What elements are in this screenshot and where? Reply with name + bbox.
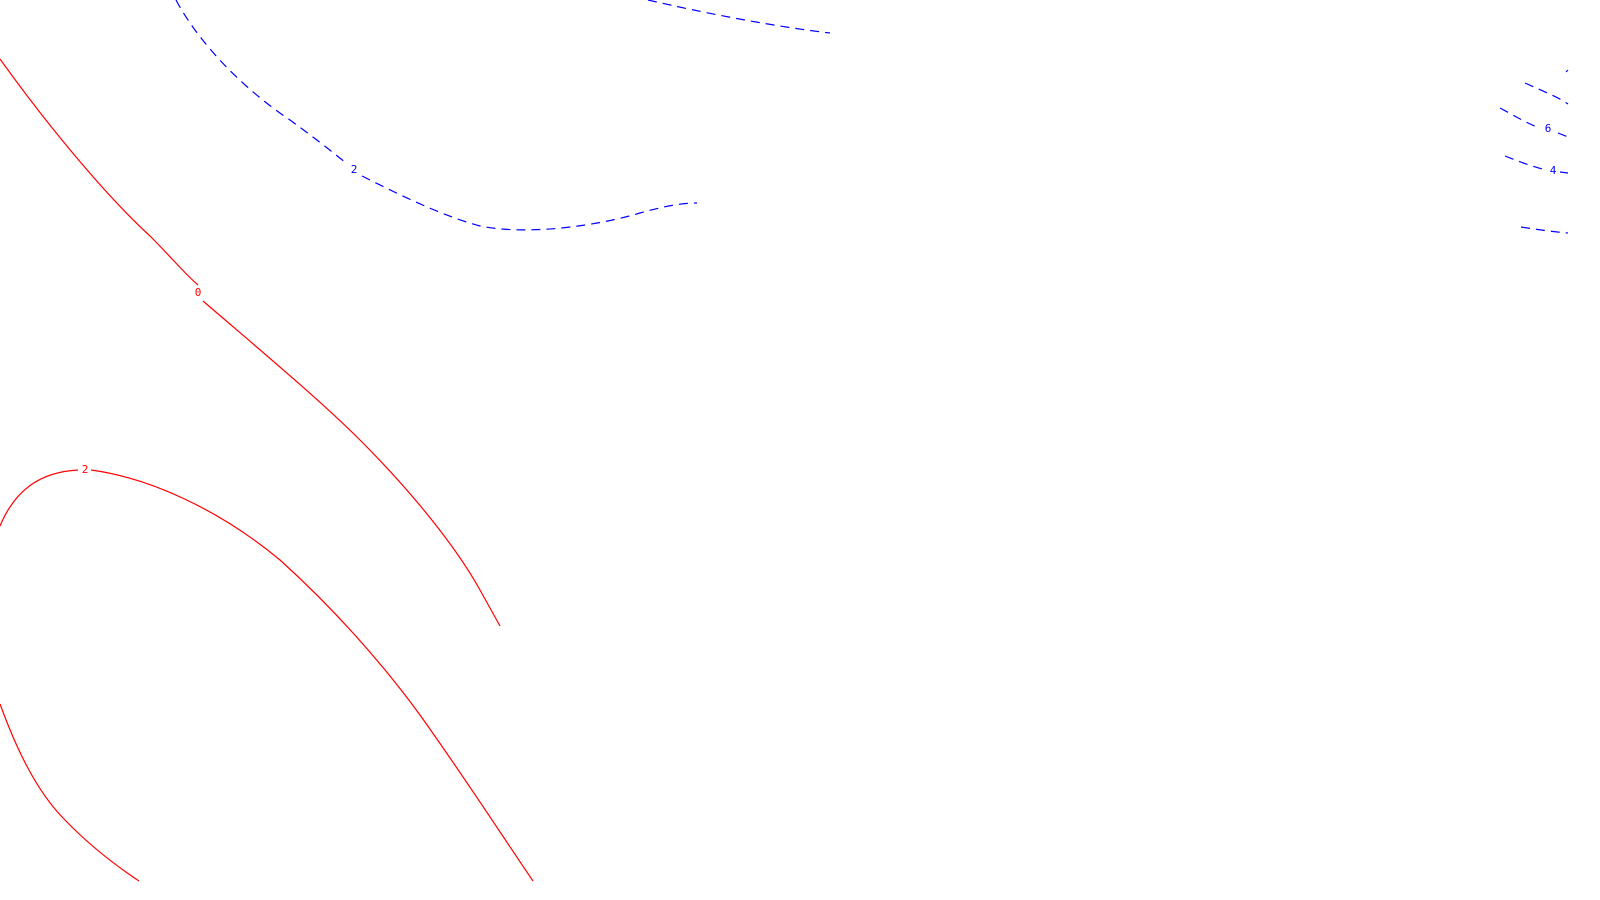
contour-line-neg-6: 6 bbox=[1499, 107, 1569, 138]
contour-label-neg-4: 4 bbox=[1550, 164, 1557, 177]
contour-line-neg-2: 2 bbox=[175, 0, 698, 231]
contour-label-0: 0 bbox=[195, 286, 202, 299]
contour-line-top bbox=[647, 0, 831, 34]
contour-line-2: 2 bbox=[0, 463, 534, 882]
contour-line-neg-8 bbox=[1524, 69, 1569, 105]
contour-label-2: 2 bbox=[82, 463, 89, 476]
contour-line-neg-4: 4 bbox=[1504, 155, 1569, 177]
contour-label-neg-6: 6 bbox=[1545, 122, 1552, 135]
contour-line-neg-2-right bbox=[1520, 226, 1569, 234]
contour-line-0: 0 bbox=[0, 58, 501, 627]
contour-label-neg-2: 2 bbox=[351, 163, 358, 176]
contour-line-2-lower bbox=[0, 703, 140, 882]
